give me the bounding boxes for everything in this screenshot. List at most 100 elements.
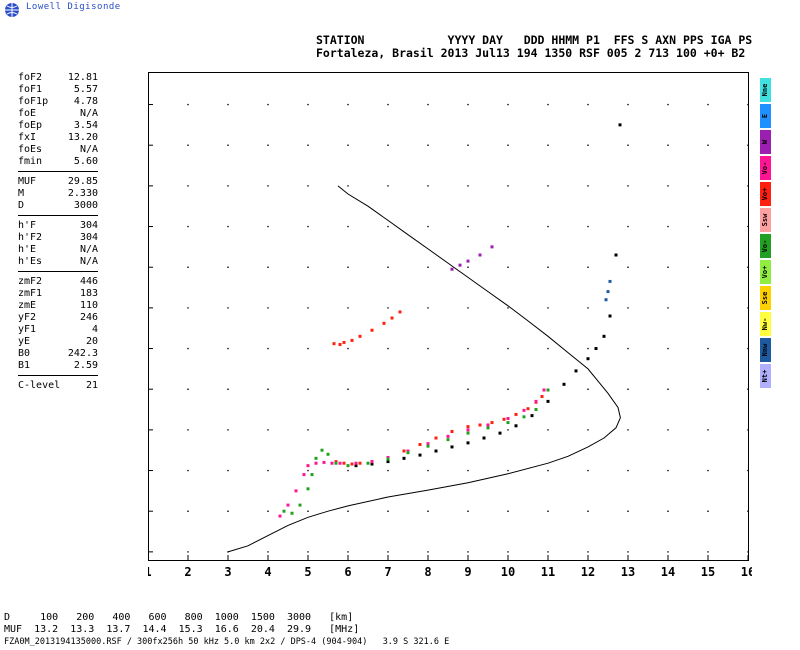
grid-dot [307, 266, 309, 268]
echo-point [426, 442, 430, 446]
grid-dot [547, 103, 549, 106]
grid-dot [347, 347, 349, 350]
grid-dot [667, 144, 669, 146]
param-name: foE [18, 108, 37, 119]
header-line-2: Fortaleza, Brasil 2013 Jul13 194 1350 RS… [316, 46, 746, 60]
echo-point [334, 460, 338, 464]
grid-dot [227, 429, 229, 431]
echo-point [594, 347, 598, 351]
echo-point [490, 421, 494, 425]
grid-dot [467, 510, 469, 512]
param-name: zmF1 [18, 288, 43, 299]
x-tick-label: 11 [541, 565, 555, 579]
echo-point [450, 445, 454, 449]
echo-point [282, 509, 286, 513]
echo-point [466, 425, 470, 429]
param-value: N/A [79, 256, 98, 267]
grid-dot [187, 225, 189, 228]
grid-dot [587, 225, 589, 228]
grid-dot [667, 225, 669, 228]
param-value: 21 [85, 380, 98, 391]
grid-dot [227, 225, 229, 228]
param-value: 3.54 [73, 120, 98, 131]
param-name: h'E [18, 244, 37, 255]
grid-dot [587, 510, 589, 512]
param-value: N/A [79, 244, 98, 255]
echo-point [390, 316, 394, 320]
param-row: h'F2 304 [18, 232, 98, 244]
echo-point [434, 436, 438, 440]
grid-dot [427, 103, 429, 106]
param-row: yE 20 [18, 336, 98, 348]
grid-dot [267, 469, 269, 472]
grid-dot [507, 510, 509, 512]
grid-dot [627, 510, 629, 512]
grid-dot [187, 144, 189, 146]
grid-dot [667, 347, 669, 350]
echo-point [338, 342, 342, 346]
param-value: 304 [79, 220, 98, 231]
grid-dot [667, 307, 669, 309]
param-name: h'F2 [18, 232, 43, 243]
x-tick-label: 3 [224, 565, 231, 579]
scaled-parameters-panel: foF2 12.81 foF1 5.57 foF1p 4.78 foE N/A foEp 3.54… [18, 72, 98, 392]
grid-dot [187, 388, 189, 391]
x-tick-label: 13 [621, 565, 635, 579]
grid-dot [427, 388, 429, 391]
grid-dot [387, 347, 389, 350]
echo-point [586, 357, 590, 361]
grid-dot [707, 144, 709, 146]
param-name: foEp [18, 120, 43, 131]
param-name: B1 [18, 360, 31, 371]
echo-point [522, 408, 526, 412]
param-divider [18, 375, 98, 376]
grid-dot [587, 307, 589, 309]
echo-point [350, 462, 354, 466]
grid-dot [307, 103, 309, 106]
grid-dot [547, 185, 549, 187]
param-row: zmF1 183 [18, 288, 98, 300]
grid-dot [187, 307, 189, 309]
param-value: 4 [91, 324, 98, 335]
echo-point [450, 429, 454, 433]
echo-point [370, 460, 374, 464]
echo-point [332, 342, 336, 346]
grid-dot [467, 185, 469, 187]
grid-dot [667, 185, 669, 187]
grid-dot [747, 266, 749, 268]
echo-point [322, 460, 326, 464]
grid-dot [427, 469, 429, 472]
echo-point [358, 334, 362, 338]
param-value: 183 [79, 288, 98, 299]
param-name: B0 [18, 348, 31, 359]
grid-dot [547, 429, 549, 431]
grid-dot [387, 185, 389, 187]
legend-label: Vo+ [761, 265, 769, 279]
grid-dot [667, 510, 669, 512]
echo-point [290, 511, 294, 515]
legend-swatch: W [760, 130, 771, 154]
grid-dot [587, 429, 589, 431]
grid-dot [227, 510, 229, 512]
echo-point [342, 340, 346, 344]
param-name: foF1p [18, 96, 49, 107]
grid-dot [547, 266, 549, 268]
echo-point [540, 395, 544, 399]
x-tick-label: 5 [304, 565, 311, 579]
grid-dot [267, 144, 269, 146]
echo-point [330, 461, 334, 465]
legend-swatch: Vo- [760, 156, 771, 180]
grid-dot [427, 429, 429, 431]
grid-dot [267, 510, 269, 512]
param-row: zmF2 446 [18, 276, 98, 288]
muf-row-distance: D 100 200 400 600 800 1000 1500 3000 [km… [4, 612, 354, 623]
echo-point [354, 464, 358, 468]
legend-swatch: Nne [760, 78, 771, 102]
grid-dot [707, 225, 709, 228]
grid-dot [387, 469, 389, 472]
grid-dot [467, 266, 469, 268]
grid-dot [627, 307, 629, 309]
param-row: h'F 304 [18, 220, 98, 232]
grid-dot [507, 103, 509, 106]
param-row: yF1 4 [18, 324, 98, 336]
